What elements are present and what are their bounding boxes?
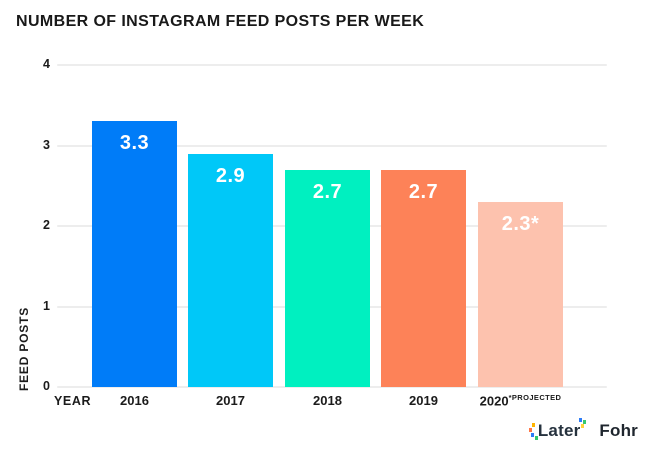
bar-2018: 2.7: [285, 170, 370, 387]
bar-value-label-2016: 3.3: [119, 132, 150, 154]
bar-value-label-2020: 2.3*: [501, 213, 540, 235]
x-tick-label-2019: 2019: [409, 393, 438, 408]
gridline-y4: [57, 64, 607, 66]
bar-value-label-2019: 2.7: [408, 181, 439, 203]
gridline-y0: [57, 386, 607, 388]
bar-2019: 2.7: [381, 170, 466, 387]
bar-2016: 3.3: [92, 121, 177, 387]
x-tick-label-2018: 2018: [313, 393, 342, 408]
fohr-logo: Fohr: [599, 421, 638, 440]
footer-logos: Later Fohr: [528, 418, 638, 441]
x-axis-title: YEAR: [54, 394, 92, 408]
y-tick-label-3: 3: [43, 137, 50, 152]
x-tick-label-2020: 2020*PROJECTED: [479, 393, 562, 409]
bar-2020: 2.3*: [478, 202, 563, 387]
x-tick-label-2017: 2017: [216, 393, 245, 408]
y-tick-label-1: 1: [43, 298, 50, 313]
later-logo-confetti-icon: [530, 433, 535, 437]
y-tick-label-4: 4: [43, 57, 50, 71]
later-logo-text: Later: [537, 421, 581, 440]
bar-2017: 2.9: [188, 154, 273, 387]
later-logo-confetti-icon: [582, 420, 587, 424]
later-logo: Later: [528, 418, 587, 441]
plot-area: 3.3 2.9 2.7 2.7 2.3*: [57, 64, 607, 388]
gridline-y3: [57, 144, 607, 147]
later-logo-confetti-icon: [534, 436, 539, 440]
later-logo-confetti-icon: [578, 418, 583, 422]
bar-value-label-2017: 2.9: [215, 165, 246, 187]
later-logo-confetti-icon: [580, 424, 585, 428]
projected-annotation: *PROJECTED: [508, 393, 562, 402]
y-tick-label-0: 0: [43, 379, 50, 393]
later-logo-confetti-icon: [531, 423, 536, 427]
later-logo-confetti-icon: [528, 428, 533, 432]
y-tick-label-2: 2: [43, 218, 50, 232]
x-tick-label-2016: 2016: [120, 393, 149, 408]
chart-title: NUMBER OF INSTAGRAM FEED POSTS PER WEEK: [16, 13, 425, 30]
bar-value-label-2018: 2.7: [312, 181, 343, 203]
